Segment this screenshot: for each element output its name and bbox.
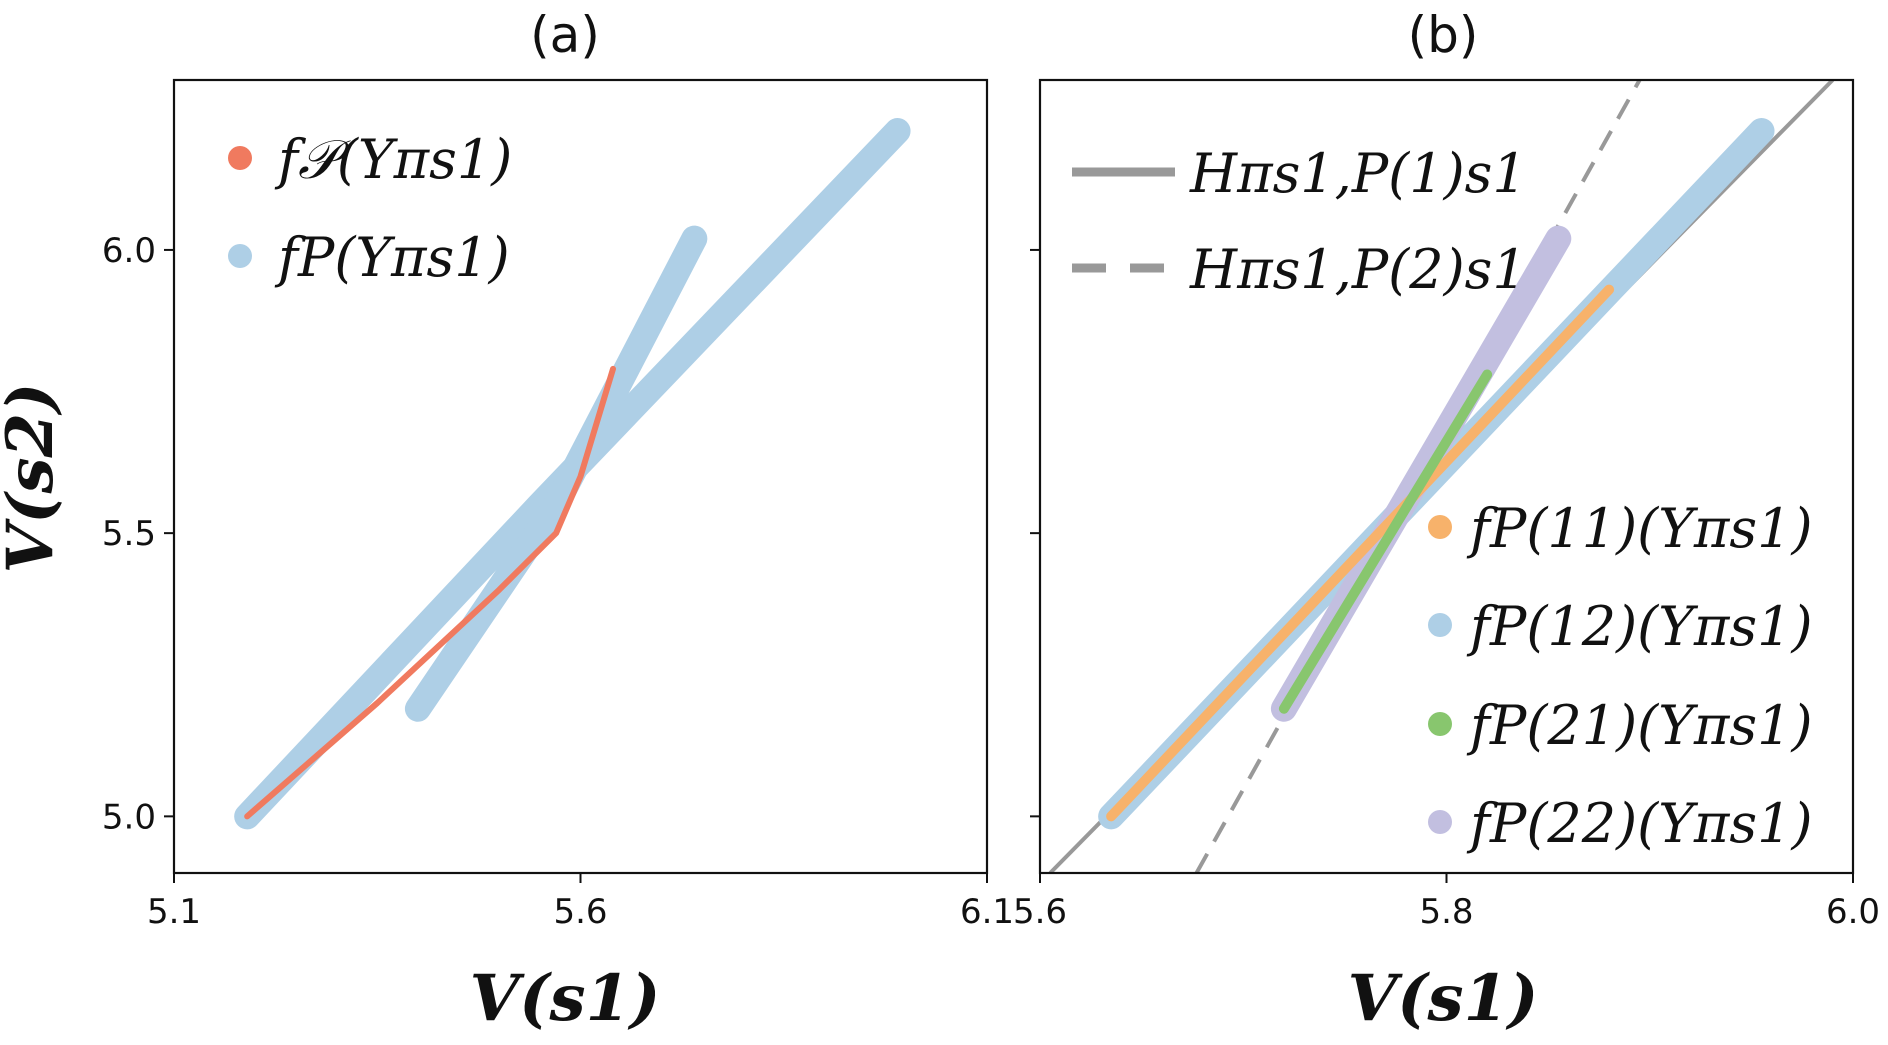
x-tick-label: 5.6: [1013, 892, 1067, 932]
panel-a-ylabel: V(s2): [0, 383, 68, 574]
legend-marker-fp: [228, 244, 252, 268]
x-tick-label: 5.8: [1419, 892, 1473, 932]
legend-label-p22: fP(22)(Yπs1): [1466, 792, 1813, 855]
legend-label-p12: fP(12)(Yπs1): [1466, 595, 1813, 658]
panel-a-xlabel: V(s1): [470, 961, 661, 1036]
legend-label-h2: Hπs1,P(2)s1: [1189, 238, 1527, 301]
x-tick-label: 6.0: [1826, 892, 1880, 932]
panel-b-series: [1098, 117, 1775, 830]
panel-b-legend-series: fP(11)(Yπs1) fP(12)(Yπs1) fP(21)(Yπs1) f…: [1428, 497, 1813, 855]
hyperplane-line-2: [1194, 80, 1642, 873]
panel-a-series: [234, 117, 911, 830]
ylabel-text: V(s2): [0, 383, 68, 574]
panel-a-title: (a): [530, 6, 600, 64]
legend-marker-p22: [1428, 810, 1452, 834]
legend-label-p21: fP(21)(Yπs1): [1466, 694, 1813, 757]
panel-b: (b) 5.6 5.8 6.0 V(s1) Hπs1,P(1)s1 Hπs1,P(2…: [1013, 6, 1880, 1036]
legend-marker-p12: [1428, 613, 1452, 637]
panel-a-series-line-3: [404, 225, 708, 722]
legend-marker-fcal: [228, 146, 252, 170]
x-tick-label: 5.6: [553, 892, 607, 932]
legend-marker-p11: [1428, 515, 1452, 539]
y-tick-label: 6.0: [102, 231, 156, 271]
panel-b-series-line-1: [1106, 284, 1615, 822]
x-tick-label: 6.1: [960, 892, 1014, 932]
legend-label-fcal: f𝒫(Yπs1): [274, 128, 512, 191]
legend-label-fp: fP(Yπs1): [274, 226, 510, 289]
legend-label-h1: Hπs1,P(1)s1: [1189, 142, 1527, 205]
y-tick-label: 5.0: [102, 797, 156, 837]
panel-b-xlabel: V(s1): [1348, 961, 1539, 1036]
panel-a: (a) 5.1 5.6 6.1 5.0 5.5 6.0 V(s1) V(s2) f𝒫(Yπ…: [0, 6, 1014, 1036]
panel-b-title: (b): [1408, 6, 1479, 64]
legend-marker-p21: [1428, 712, 1452, 736]
x-tick-label: 5.1: [147, 892, 201, 932]
xlabel-text: V(s1): [470, 961, 661, 1036]
panel-b-ticks: 5.6 5.8 6.0: [1013, 248, 1880, 932]
panel-a-ticks: 5.1 5.6 6.1 5.0 5.5 6.0: [102, 231, 1014, 932]
legend-label-p11: fP(11)(Yπs1): [1466, 497, 1813, 560]
panel-a-series-line-2: [234, 117, 911, 830]
panel-b-legend-hyperplanes: Hπs1,P(1)s1 Hπs1,P(2)s1: [1072, 142, 1527, 301]
y-tick-label: 5.5: [102, 514, 156, 554]
panel-a-series-line-1: [244, 365, 617, 820]
panel-b-series-line-3: [1278, 369, 1493, 714]
panel-a-legend: f𝒫(Yπs1) fP(Yπs1): [228, 128, 512, 289]
xlabel-text: V(s1): [1348, 961, 1539, 1036]
